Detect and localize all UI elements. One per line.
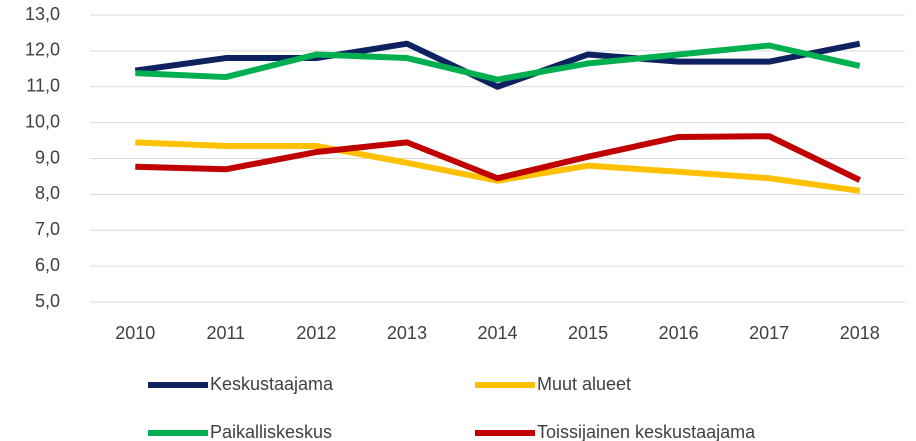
x-tick-label: 2010 [115,323,155,343]
legend-label: Muut alueet [537,374,631,394]
y-tick-label: 8,0 [35,183,60,203]
y-tick-label: 7,0 [35,219,60,239]
y-tick-label: 13,0 [25,4,60,24]
y-tick-label: 5,0 [35,291,60,311]
series-line [134,40,861,90]
y-tick-label: 11,0 [26,76,60,96]
x-tick-label: 2015 [568,323,608,343]
y-tick-label: 10,0 [25,111,60,131]
x-tick-label: 2018 [840,323,880,343]
x-tick-label: 2012 [296,323,336,343]
y-tick-label: 9,0 [35,147,60,167]
legend-label: Keskustaajama [210,374,334,394]
x-tick-label: 2013 [387,323,427,343]
x-tick-label: 2014 [477,323,517,343]
x-tick-label: 2017 [749,323,789,343]
x-tick-label: 2016 [659,323,699,343]
y-tick-label: 6,0 [35,255,60,275]
legend-label: Paikalliskeskus [210,422,332,441]
x-tick-label: 2011 [206,323,245,343]
y-tick-label: 12,0 [25,40,60,60]
series-line [135,42,861,83]
legend-label: Toissijainen keskustaajama [537,422,756,441]
series-line [135,133,862,183]
